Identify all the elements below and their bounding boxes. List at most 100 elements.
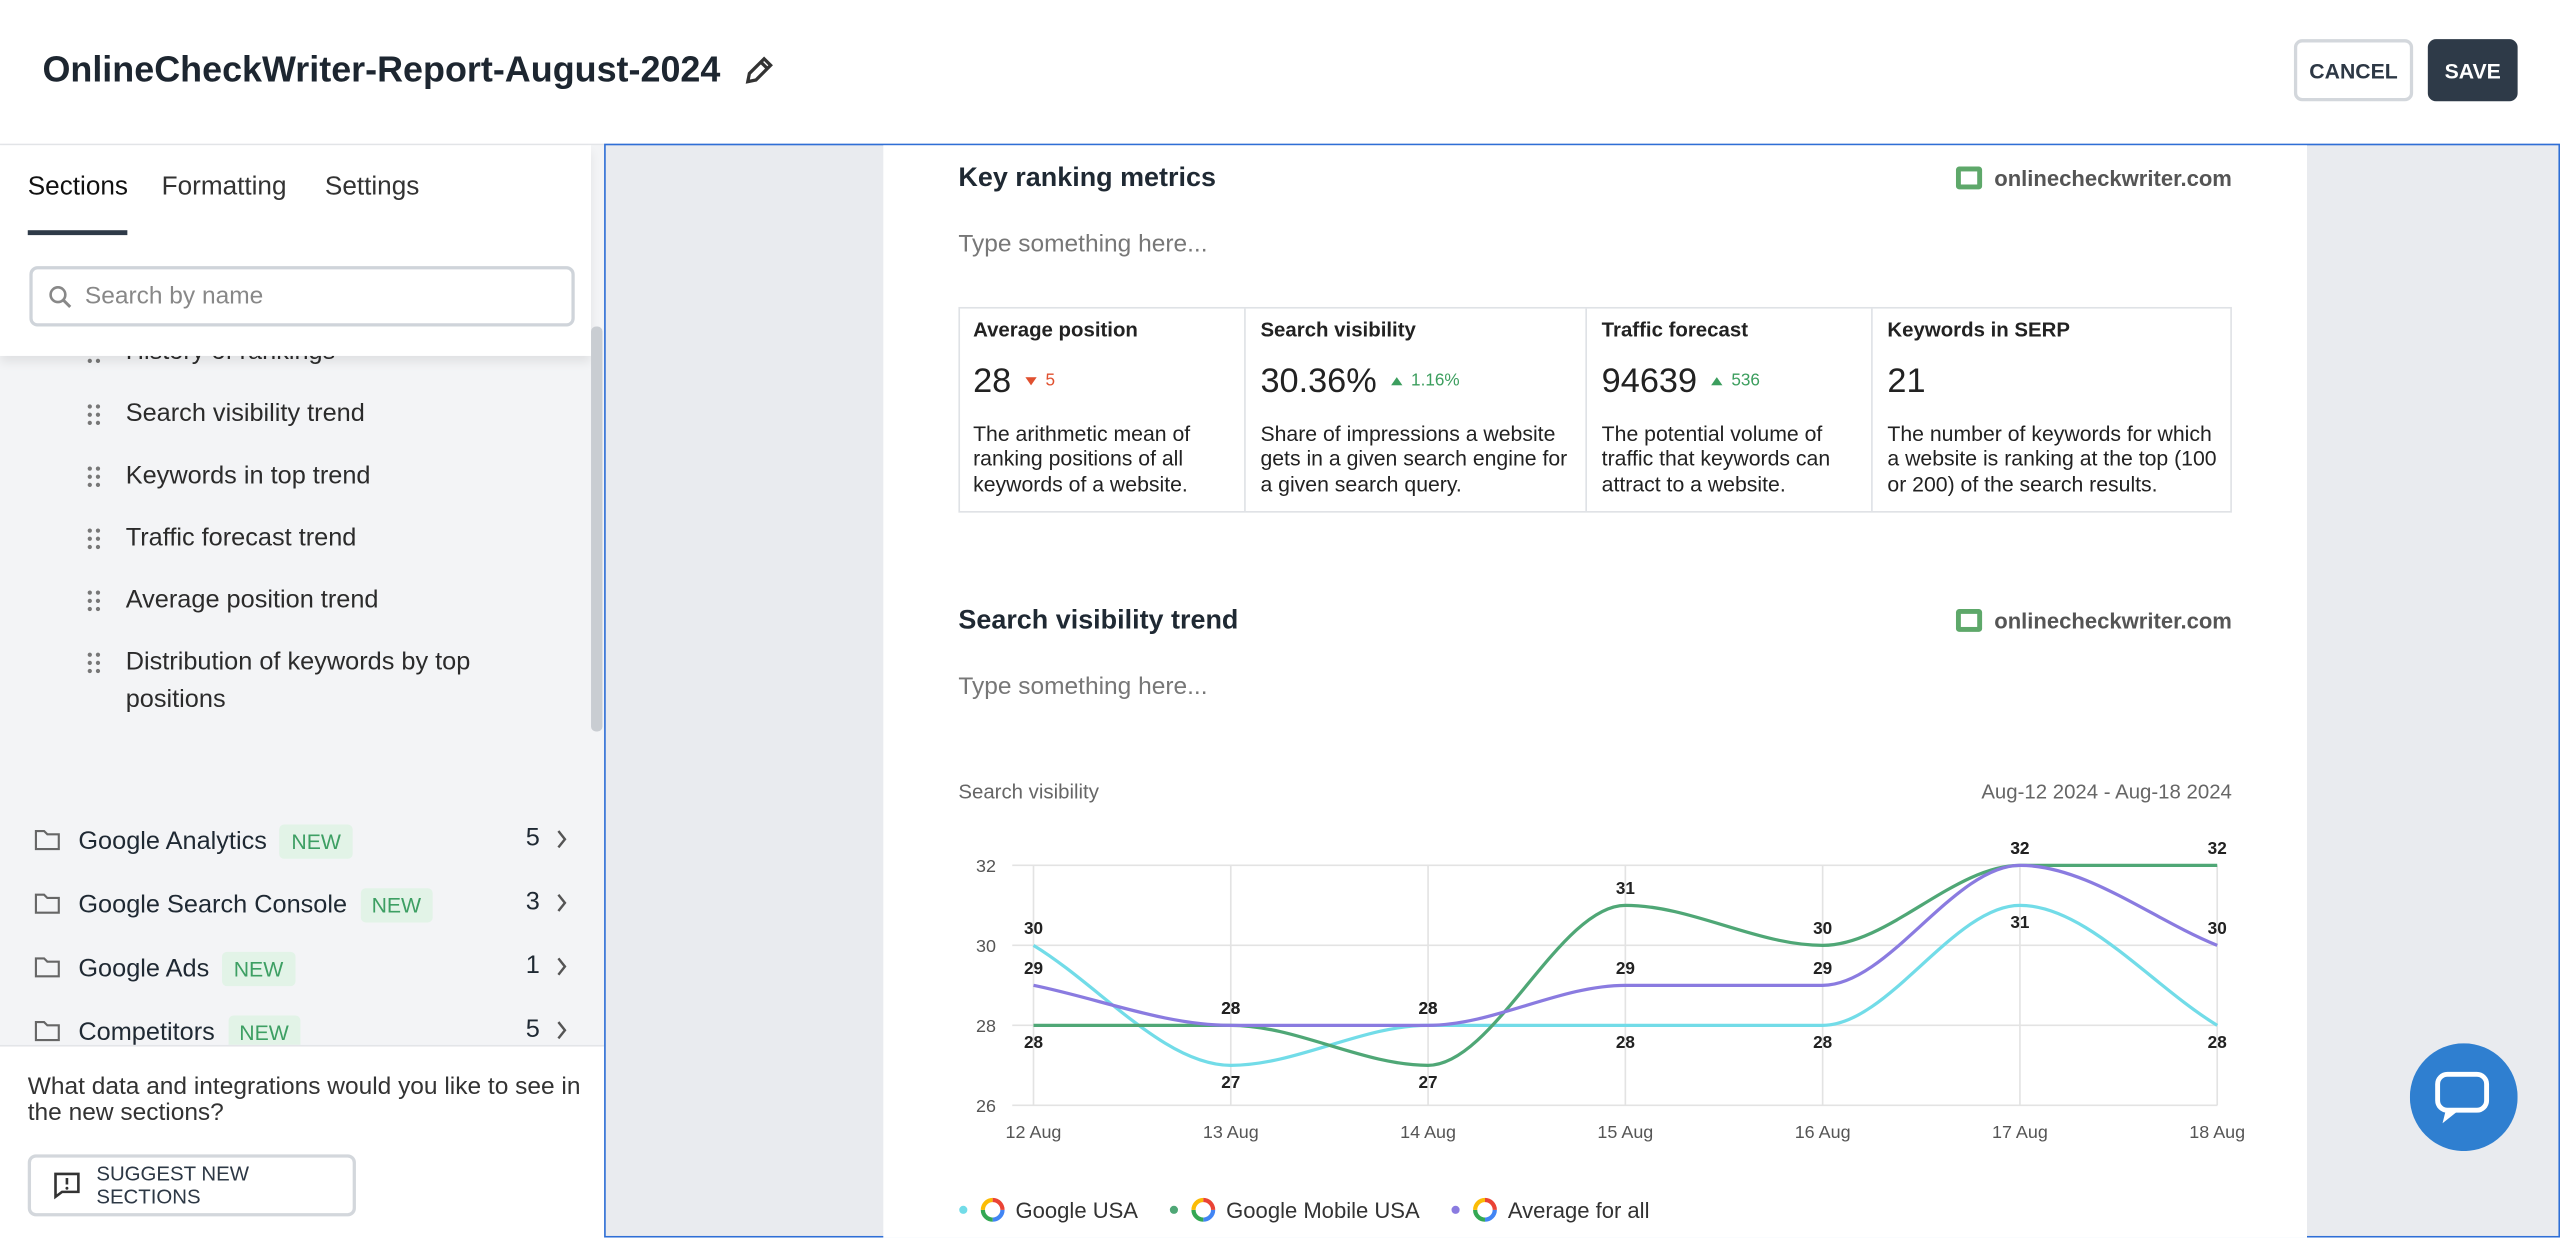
metric-cell: Keywords in SERP 21 The number of keywords…: [1871, 308, 2232, 512]
text-placeholder[interactable]: Type something here...: [958, 672, 1208, 701]
legend-dot: [1169, 1205, 1179, 1214]
section-item[interactable]: Average position trend: [0, 581, 555, 646]
section-title: Key ranking metrics: [958, 163, 1216, 193]
folder-icon: [34, 829, 60, 851]
drag-handle: [87, 652, 101, 674]
metric-label: Search visibility: [1260, 318, 1416, 342]
metric-label: Traffic forecast: [1601, 318, 1749, 342]
folder-icon: [34, 1021, 60, 1042]
data-label: 28: [1419, 998, 1438, 1018]
suggest-icon: [54, 1172, 80, 1200]
search-icon: [49, 286, 72, 308]
data-label: 28: [1221, 998, 1240, 1018]
x-tick-label: 16 Aug: [1795, 1122, 1851, 1142]
metric-description: The number of keywords for which a websi…: [1887, 420, 2217, 496]
chevron: [557, 830, 567, 849]
suggest-button[interactable]: SUGGEST NEW SECTIONS: [27, 1154, 356, 1217]
change-arrow: [1391, 377, 1403, 386]
metric-cell: Average position 28 5 The arithmetic mean o…: [958, 309, 1244, 511]
cancel-button[interactable]: CANCEL: [2293, 39, 2414, 102]
drag-handle: [87, 404, 101, 425]
chevron: [557, 1021, 567, 1040]
google-icon-part: [1203, 1209, 1216, 1222]
section-item[interactable]: Keywords in top trend: [0, 457, 555, 522]
folder-count: 1: [525, 951, 540, 980]
folder-name: Google Search Console: [78, 890, 348, 919]
badge: NEW: [222, 951, 295, 987]
x-tick-label: 18 Aug: [2189, 1122, 2245, 1142]
suggest-text: What data and integrations would you lik…: [27, 1072, 581, 1127]
section-item[interactable]: Search visibility trend: [0, 395, 555, 460]
tab[interactable]: Formatting: [161, 173, 287, 201]
data-label: 28: [1419, 998, 1438, 1018]
folder[interactable]: Google Analytics NEW 5: [0, 818, 588, 860]
metric-label: Keywords in SERP: [1887, 318, 2071, 342]
google-icon-part: [1484, 1209, 1497, 1222]
text-placeholder[interactable]: Type something here...: [958, 230, 1208, 258]
folder[interactable]: Google Ads NEW 1: [0, 945, 588, 987]
x-tick-label: 12 Aug: [1006, 1122, 1062, 1142]
data-label: 30: [1024, 918, 1043, 938]
folder[interactable]: Competitors NEW 5: [0, 1009, 588, 1045]
legend-label: Google USA: [1016, 1198, 1139, 1223]
metric-change-value: 5: [1045, 370, 1056, 390]
data-label: 28: [2208, 1032, 2227, 1052]
data-label: 27: [1221, 1072, 1240, 1092]
report-title[interactable]: OnlineCheckWriter-Report-August-2024: [42, 48, 721, 90]
x-tick-label: 15 Aug: [1597, 1122, 1653, 1142]
folder[interactable]: Google Search Console NEW 3: [0, 882, 588, 924]
x-tick-label: 13 Aug: [1203, 1122, 1259, 1142]
tab[interactable]: Sections: [27, 173, 128, 201]
data-label: 27: [1419, 1072, 1438, 1092]
save-button[interactable]: SAVE: [2427, 39, 2518, 102]
search-box[interactable]: [29, 266, 575, 327]
section-item-label: Search visibility trend: [125, 400, 365, 428]
metric-description: The potential volume of traffic that key…: [1601, 420, 1831, 496]
metric-cell: Search visibility 30.36% 1.16% Share of imp…: [1244, 308, 1585, 512]
folder-count: 5: [525, 1015, 540, 1044]
y-tick-label: 28: [976, 1016, 996, 1036]
section-list: All keywords rankingsHistory of rankings…: [0, 327, 588, 1045]
section-title: Search visibility trend: [958, 605, 1239, 636]
data-label: 31: [2010, 912, 2030, 932]
google-icon-part: [980, 1197, 993, 1211]
series-line: [1032, 903, 2219, 1067]
section-item[interactable]: Distribution of keywords by top position…: [0, 643, 555, 713]
edit-icon[interactable]: [743, 54, 776, 87]
folder-name: Competitors: [78, 1017, 215, 1045]
section-item-label: Traffic forecast trend: [125, 524, 357, 552]
series-line: [1033, 863, 2218, 1027]
folder-row: Google Ads NEW: [78, 951, 295, 987]
data-label: 28: [1024, 1032, 1043, 1052]
legend-dot: [959, 1205, 968, 1214]
metric-change: 1.16%: [1391, 369, 1460, 394]
google-icon: [1191, 1197, 1216, 1222]
x-tick-label: 14 Aug: [1400, 1122, 1456, 1142]
folder-row: Competitors NEW: [78, 1015, 301, 1045]
legend-label: Google Mobile USA: [1226, 1198, 1420, 1223]
metric-value-row: 21: [1887, 358, 2217, 404]
tab-underline: [27, 230, 128, 236]
tab[interactable]: Settings: [324, 173, 420, 201]
section-item-label: Average position trend: [125, 586, 379, 614]
x-tick-label: 17 Aug: [1992, 1122, 2048, 1142]
data-label: 29: [1813, 958, 1832, 978]
data-label: 32: [2208, 838, 2227, 858]
legend-label: Average for all: [1508, 1198, 1650, 1223]
metric-value: 94639: [1601, 362, 1698, 400]
folder-count: 5: [525, 824, 540, 853]
metric-change-value: 1.16%: [1411, 370, 1460, 390]
chat-button[interactable]: [2409, 1043, 2518, 1152]
drag-handle: [87, 590, 101, 612]
google-icon-part: [992, 1197, 1005, 1211]
section-item[interactable]: Traffic forecast trend: [0, 519, 555, 584]
google-icon: [1473, 1197, 1497, 1222]
drag-handle: [87, 528, 101, 550]
metric-value: 28: [973, 362, 1012, 400]
data-label: 32: [2010, 838, 2029, 858]
header: [0, 0, 2560, 146]
folder-icon: [34, 957, 60, 978]
